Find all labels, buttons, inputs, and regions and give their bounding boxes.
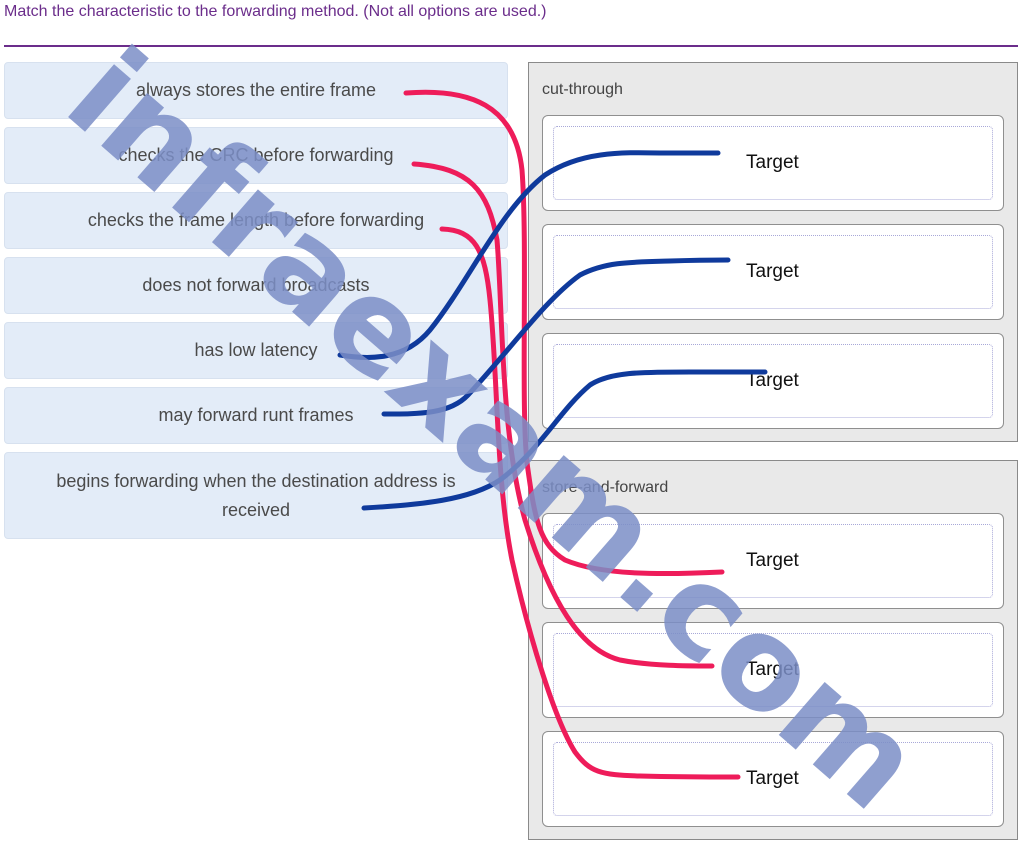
target-store-and-forward-1[interactable]: Target (542, 513, 1004, 609)
question-text: Match the characteristic to the forwardi… (4, 3, 547, 20)
divider (4, 45, 1018, 47)
group-title: store-and-forward (542, 479, 669, 496)
target-store-and-forward-2[interactable]: Target (542, 622, 1004, 718)
target-cut-through-2[interactable]: Target (542, 224, 1004, 320)
target-cut-through-1[interactable]: Target (542, 115, 1004, 211)
option-begins-forwarding-dest-address[interactable]: begins forwarding when the destination a… (4, 452, 508, 539)
option-label: has low latency (194, 340, 318, 360)
group-store-and-forward: store-and-forward Target Target Target (528, 460, 1018, 840)
target-label: Target (746, 261, 799, 282)
option-always-stores-entire-frame[interactable]: always stores the entire frame (4, 62, 508, 119)
target-label: Target (746, 768, 799, 789)
option-label: always stores the entire frame (135, 80, 377, 100)
option-checks-crc[interactable]: checks the CRC before forwarding (4, 127, 508, 184)
option-no-forward-broadcasts[interactable]: does not forward broadcasts (4, 257, 508, 314)
option-label: checks the frame length before forwardin… (87, 210, 425, 230)
target-label: Target (746, 659, 799, 680)
group-title: cut-through (542, 81, 623, 98)
option-label: checks the CRC before forwarding (118, 145, 394, 165)
option-forward-runt-frames[interactable]: may forward runt frames (4, 387, 508, 444)
option-label: may forward runt frames (158, 405, 354, 425)
target-label: Target (746, 550, 799, 571)
option-checks-frame-length[interactable]: checks the frame length before forwardin… (4, 192, 508, 249)
option-low-latency[interactable]: has low latency (4, 322, 508, 379)
target-cut-through-3[interactable]: Target (542, 333, 1004, 429)
option-label: begins forwarding when the destination a… (56, 470, 456, 520)
option-label: does not forward broadcasts (142, 275, 370, 295)
target-store-and-forward-3[interactable]: Target (542, 731, 1004, 827)
target-label: Target (746, 152, 799, 173)
group-cut-through: cut-through Target Target Target (528, 62, 1018, 442)
target-label: Target (746, 370, 799, 391)
